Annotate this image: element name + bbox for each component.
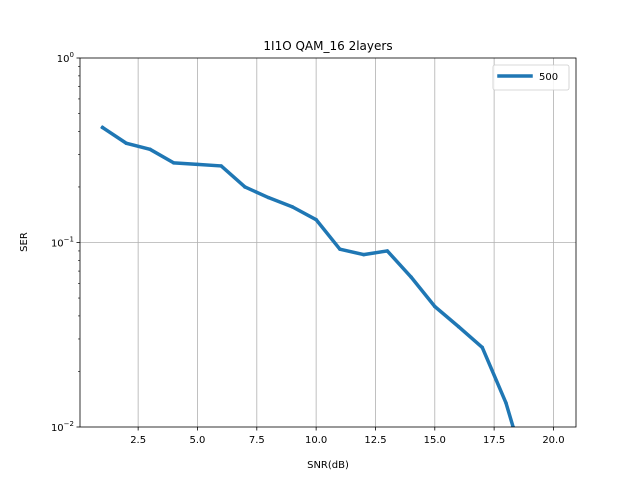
data-point xyxy=(314,217,318,222)
data-point xyxy=(409,275,413,279)
data-point xyxy=(266,195,271,200)
series-line xyxy=(100,125,515,427)
x-tick-label: 10.0 xyxy=(305,435,327,446)
y-tick-label: 10−2 xyxy=(51,420,74,434)
data-point xyxy=(100,125,105,130)
x-tick-label: 15.0 xyxy=(424,435,446,446)
x-tick-label: 2.5 xyxy=(130,435,146,446)
grid xyxy=(80,58,576,427)
data-point xyxy=(338,247,342,251)
x-tick-label: 17.5 xyxy=(483,435,505,446)
data-point xyxy=(124,141,129,146)
y-axis-ticks: 10−2 10−1 100 xyxy=(51,51,80,434)
y-tick-label: 100 xyxy=(57,51,74,65)
chart-title: 1I1O QAM_16 2layers xyxy=(263,39,392,53)
y-tick-label: 10−1 xyxy=(51,236,74,250)
data-point xyxy=(243,185,247,189)
data-point xyxy=(385,249,390,253)
data-point xyxy=(148,147,152,152)
y-axis-label: SER xyxy=(19,232,30,252)
legend-label-500: 500 xyxy=(539,72,558,83)
legend: 500 xyxy=(492,64,570,91)
x-tick-label: 7.5 xyxy=(249,435,265,446)
data-point xyxy=(290,205,295,209)
data-point xyxy=(456,324,461,329)
data-point xyxy=(504,401,508,405)
data-point xyxy=(433,304,437,309)
x-tick-label: 12.5 xyxy=(364,435,386,446)
data-point xyxy=(195,162,200,167)
data-point xyxy=(219,164,223,168)
x-axis-ticks: 2.5 5.0 7.5 10.0 12.5 15.0 17.5 20.0 xyxy=(130,427,565,446)
data-point xyxy=(511,425,515,427)
data-point xyxy=(480,345,485,350)
x-axis-label: SNR(dB) xyxy=(307,460,349,471)
data-point xyxy=(171,161,176,165)
data-point xyxy=(361,252,366,257)
x-tick-label: 20.0 xyxy=(542,435,564,446)
series-layer xyxy=(100,125,515,427)
x-tick-label: 5.0 xyxy=(190,435,206,446)
